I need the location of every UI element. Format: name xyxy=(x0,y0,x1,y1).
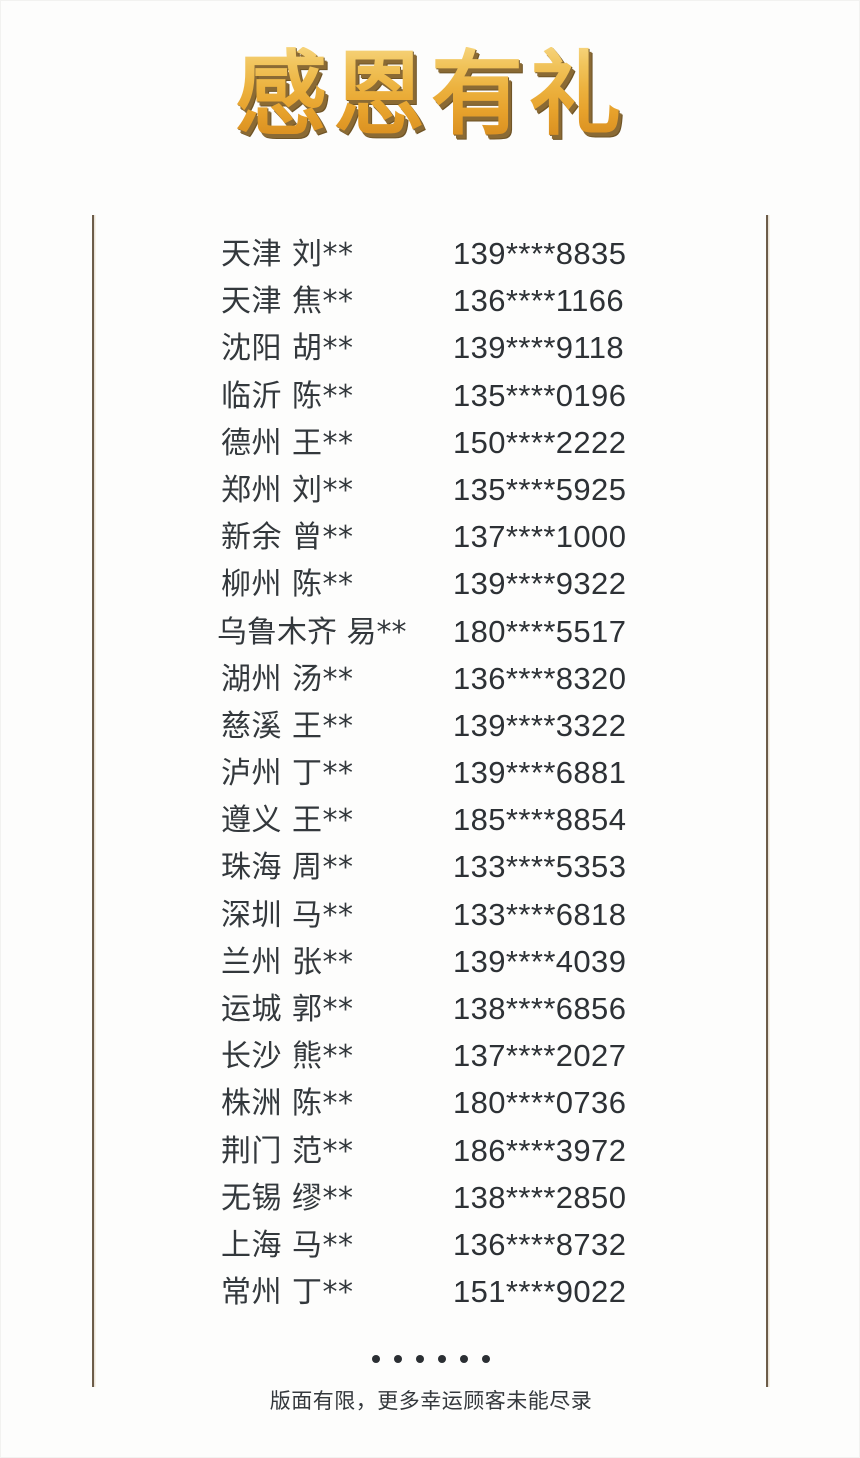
winner-row: 沈阳 胡** 139****9118 xyxy=(1,323,860,370)
winner-row: 长沙 熊** 137****2027 xyxy=(1,1031,860,1078)
ellipsis-dots-icon xyxy=(1,1349,860,1369)
winner-phone: 139****4039 xyxy=(453,943,627,979)
winner-phone: 136****1166 xyxy=(453,283,625,319)
winner-list: 天津 刘** 139****8835 天津 焦** 136****1166 沈阳 胡**… xyxy=(1,229,860,1314)
winner-phone: 133****6818 xyxy=(453,896,627,932)
winner-row: 郑州 刘** 135****5925 xyxy=(1,465,860,512)
winner-phone: 139****3322 xyxy=(453,707,627,743)
winner-row: 泸州 丁** 139****6881 xyxy=(1,748,860,795)
left-vertical-rule xyxy=(92,215,96,1387)
winner-row: 湖州 汤** 136****8320 xyxy=(1,654,860,701)
winner-city-name: 天津 焦** xyxy=(221,284,354,320)
winner-row: 天津 焦** 136****1166 xyxy=(1,276,860,323)
winner-phone: 139****9322 xyxy=(453,566,627,602)
winner-city-name: 无锡 缪** xyxy=(221,1180,354,1216)
winner-city-name: 上海 马** xyxy=(221,1227,354,1263)
winner-row: 常州 丁** 151****9022 xyxy=(1,1267,860,1314)
winner-city-name: 常州 丁** xyxy=(221,1275,354,1311)
winner-city-name: 荆门 范** xyxy=(221,1133,354,1169)
winner-phone: 138****6856 xyxy=(453,991,627,1026)
winner-phone: 180****5517 xyxy=(453,613,627,649)
winner-row: 无锡 缪** 138****2850 xyxy=(1,1173,860,1220)
winner-phone: 180****0736 xyxy=(453,1085,627,1121)
winner-row: 荆门 范** 186****3972 xyxy=(1,1126,860,1173)
winner-phone: 150****2222 xyxy=(453,424,627,460)
winner-row: 兰州 张** 139****4039 xyxy=(1,937,860,984)
winner-phone: 136****8732 xyxy=(453,1226,627,1262)
winner-city-name: 德州 王** xyxy=(221,425,354,461)
footer: 版面有限，更多幸运顾客未能尽录 xyxy=(1,1349,860,1415)
footer-dot xyxy=(460,1355,468,1363)
winner-row: 慈溪 王** 139****3322 xyxy=(1,701,860,748)
winner-row: 遵义 王** 185****8854 xyxy=(1,795,860,842)
winner-row: 运城 郭** 138****6856 xyxy=(1,984,860,1031)
title-area: 感恩有礼 xyxy=(1,41,860,148)
winner-city-name: 新余 曾** xyxy=(221,520,354,556)
winner-city-name: 长沙 熊** xyxy=(221,1039,354,1075)
winner-city-name: 柳州 陈** xyxy=(221,567,354,603)
footer-dot xyxy=(438,1355,446,1363)
winner-city-name: 郑州 刘** xyxy=(221,472,354,508)
winner-phone: 185****8854 xyxy=(453,802,627,838)
winner-row: 临沂 陈** 135****0196 xyxy=(1,371,860,418)
winner-city-name: 珠海 周** xyxy=(221,850,354,886)
winner-phone: 139****9118 xyxy=(453,330,625,366)
footer-dot xyxy=(482,1355,490,1363)
winner-row: 乌鲁木齐 易** 180****5517 xyxy=(1,607,860,654)
winner-phone: 186****3972 xyxy=(453,1132,627,1168)
winner-phone: 139****6881 xyxy=(453,755,627,791)
footer-dot xyxy=(372,1355,380,1363)
winner-phone: 136****8320 xyxy=(453,660,627,696)
winner-city-name: 乌鲁木齐 易** xyxy=(217,614,407,650)
winner-row: 天津 刘** 139****8835 xyxy=(1,229,860,276)
winner-city-name: 天津 刘** xyxy=(221,237,354,272)
winner-city-name: 运城 郭** xyxy=(221,992,354,1027)
winner-city-name: 湖州 汤** xyxy=(221,661,354,697)
winner-row: 珠海 周** 133****5353 xyxy=(1,842,860,889)
winner-city-name: 慈溪 王** xyxy=(221,708,354,744)
right-vertical-rule xyxy=(766,215,770,1387)
winner-phone: 139****8835 xyxy=(453,236,627,271)
winner-phone: 135****5925 xyxy=(453,471,627,507)
winner-row: 上海 马** 136****8732 xyxy=(1,1220,860,1267)
winner-phone: 151****9022 xyxy=(453,1274,627,1310)
winner-city-name: 沈阳 胡** xyxy=(221,331,354,367)
winner-row: 株洲 陈** 180****0736 xyxy=(1,1078,860,1125)
winner-phone: 133****5353 xyxy=(453,849,627,885)
winner-city-name: 临沂 陈** xyxy=(221,378,354,414)
winner-row: 深圳 马** 133****6818 xyxy=(1,890,860,937)
winner-city-name: 深圳 马** xyxy=(221,897,354,933)
winner-city-name: 兰州 张** xyxy=(221,944,354,980)
winner-city-name: 遵义 王** xyxy=(221,803,354,839)
winner-phone: 137****1000 xyxy=(453,519,627,555)
footer-dot xyxy=(394,1355,402,1363)
winner-row: 德州 王** 150****2222 xyxy=(1,418,860,465)
footer-dot xyxy=(416,1355,424,1363)
footer-note: 版面有限，更多幸运顾客未能尽录 xyxy=(269,1389,593,1413)
winner-phone: 135****0196 xyxy=(453,377,627,413)
winner-city-name: 泸州 丁** xyxy=(221,756,354,792)
winner-row: 柳州 陈** 139****9322 xyxy=(1,559,860,606)
winner-city-name: 株洲 陈** xyxy=(221,1086,354,1122)
winner-row: 新余 曾** 137****1000 xyxy=(1,512,860,559)
winner-phone: 137****2027 xyxy=(453,1038,627,1074)
winner-phone: 138****2850 xyxy=(453,1179,627,1215)
page-title: 感恩有礼 xyxy=(234,41,627,148)
